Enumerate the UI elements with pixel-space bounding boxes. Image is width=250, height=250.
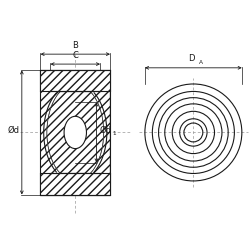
Text: Ød: Ød: [7, 126, 19, 134]
Text: B: B: [72, 41, 78, 50]
Polygon shape: [40, 174, 110, 195]
Polygon shape: [40, 70, 110, 92]
Polygon shape: [40, 174, 110, 195]
Polygon shape: [40, 70, 110, 92]
Polygon shape: [40, 174, 110, 195]
Text: D: D: [188, 54, 194, 63]
Ellipse shape: [64, 116, 86, 148]
Polygon shape: [75, 84, 110, 181]
Ellipse shape: [47, 84, 104, 181]
Text: 1: 1: [112, 131, 116, 136]
Text: Ød: Ød: [100, 126, 112, 134]
Polygon shape: [40, 70, 110, 92]
Text: A: A: [199, 60, 203, 65]
Polygon shape: [40, 84, 75, 181]
Text: C: C: [72, 50, 78, 59]
